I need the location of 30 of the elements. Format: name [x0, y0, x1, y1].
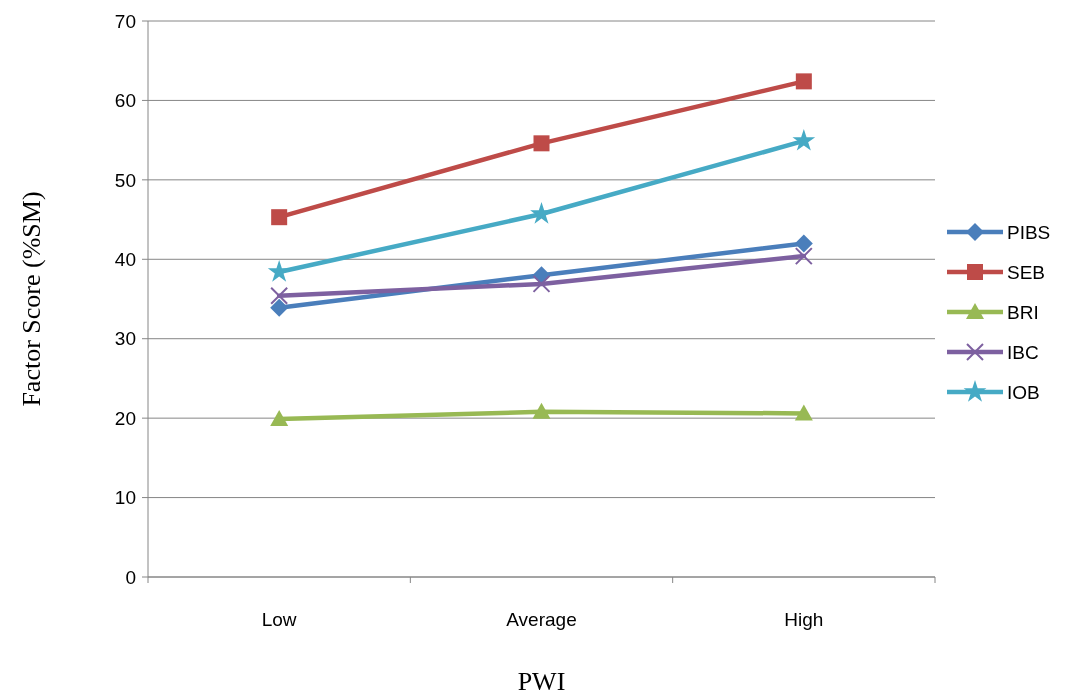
y-axis-title: Factor Score (%SM)	[17, 191, 46, 407]
legend-label: SEB	[1007, 261, 1046, 283]
point	[533, 135, 550, 152]
legend-label: BRI	[1007, 301, 1039, 323]
y-tick-label: 20	[114, 407, 136, 429]
y-tick-label: 60	[114, 90, 136, 112]
legend-label: PIBS	[1007, 221, 1051, 243]
point	[271, 209, 288, 226]
y-tick-label: 10	[114, 487, 136, 509]
x-tick-label: High	[784, 609, 824, 630]
y-tick-label: 0	[125, 566, 136, 588]
point	[270, 298, 289, 317]
legend-label: IBC	[1007, 341, 1039, 363]
y-tick-label: 70	[114, 10, 136, 32]
point	[794, 234, 813, 253]
legend-label: IOB	[1007, 381, 1040, 403]
x-tick-label: Average	[506, 609, 577, 630]
point	[792, 129, 816, 151]
point	[270, 286, 289, 305]
point	[532, 402, 551, 419]
y-tick-label: 50	[114, 169, 136, 191]
x-axis-title: PWI	[517, 667, 566, 696]
point	[270, 409, 289, 426]
y-tick-label: 40	[114, 248, 136, 270]
point	[532, 274, 551, 293]
x-tick-label: Low	[261, 609, 297, 630]
point	[794, 247, 813, 266]
y-tick-label: 30	[114, 328, 136, 350]
point	[794, 404, 813, 421]
point	[795, 73, 812, 90]
